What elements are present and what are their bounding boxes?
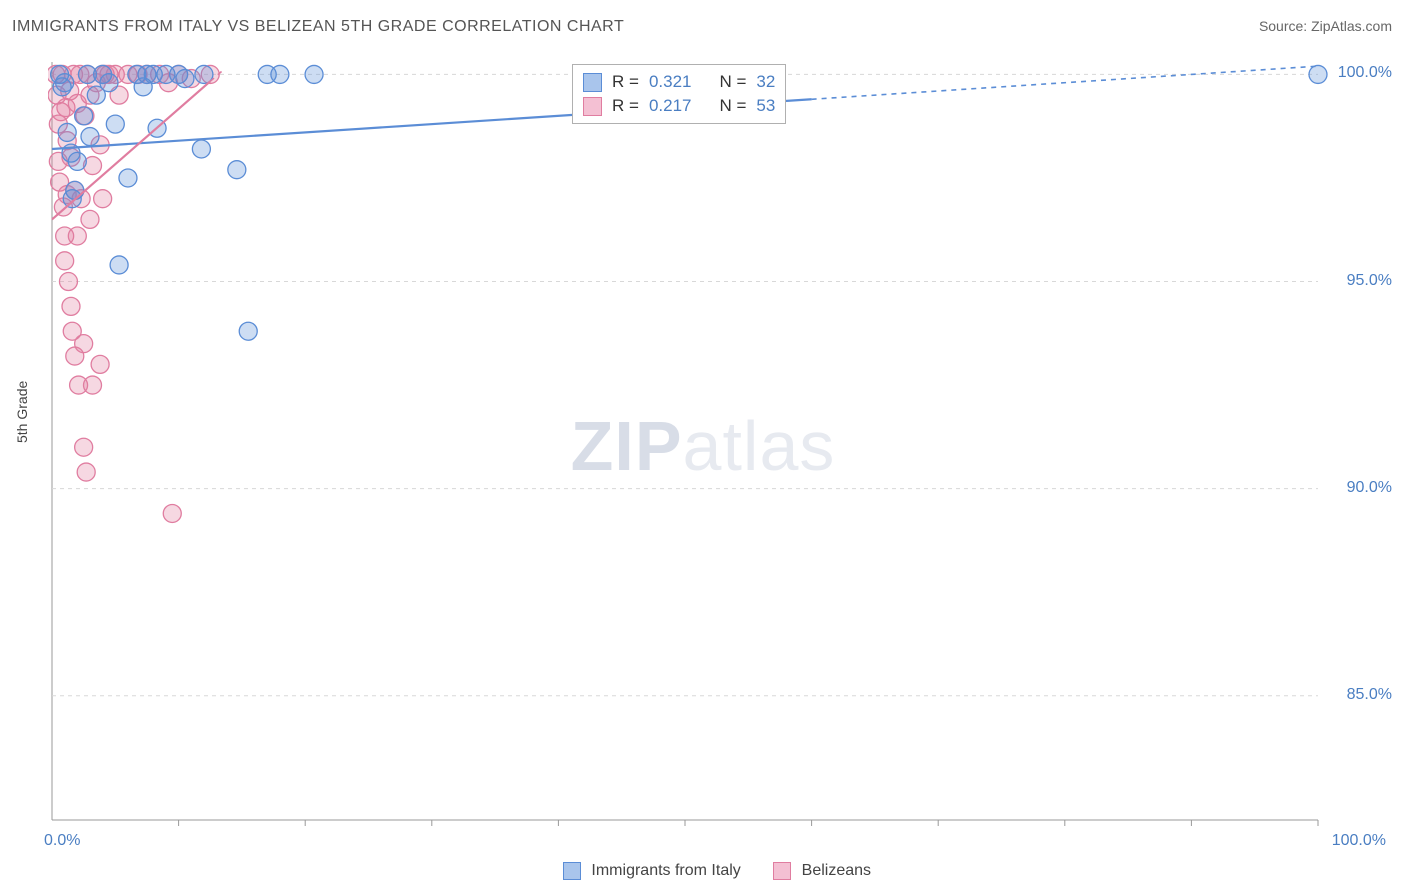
y-tick-label: 90.0% <box>1347 479 1392 497</box>
stats-row-italy: R = 0.321 N = 32 <box>583 70 775 94</box>
scatter-plot <box>48 58 1374 828</box>
y-axis-label: 5th Grade <box>14 381 30 443</box>
y-tick-label: 85.0% <box>1347 686 1392 704</box>
legend-label-italy: Immigrants from Italy <box>591 862 740 879</box>
source-link[interactable]: ZipAtlas.com <box>1311 18 1392 34</box>
stats-row-belizeans: R = 0.217 N = 53 <box>583 94 775 118</box>
stats-n-label: N = <box>719 70 746 94</box>
stats-n-italy: 32 <box>756 70 775 94</box>
chart-title: IMMIGRANTS FROM ITALY VS BELIZEAN 5TH GR… <box>12 18 624 36</box>
x-tick-min: 0.0% <box>44 832 80 850</box>
stats-r-italy: 0.321 <box>649 70 692 94</box>
stats-swatch-italy <box>583 73 602 92</box>
legend-label-belizeans: Belizeans <box>802 862 871 879</box>
stats-r-belizeans: 0.217 <box>649 94 692 118</box>
source-credit: Source: ZipAtlas.com <box>1259 18 1392 34</box>
y-tick-label: 95.0% <box>1347 272 1392 290</box>
source-prefix: Source: <box>1259 18 1311 34</box>
stats-n-label-2: N = <box>719 94 746 118</box>
x-tick-max: 100.0% <box>1332 832 1386 850</box>
series-legend: Immigrants from Italy Belizeans <box>0 862 1406 880</box>
stats-n-belizeans: 53 <box>756 94 775 118</box>
stats-swatch-belizeans <box>583 97 602 116</box>
y-tick-label: 100.0% <box>1338 64 1392 82</box>
legend-swatch-belizeans <box>773 862 791 880</box>
stats-r-label: R = <box>612 70 639 94</box>
legend-swatch-italy <box>563 862 581 880</box>
stats-legend: R = 0.321 N = 32 R = 0.217 N = 53 <box>572 64 786 124</box>
stats-r-label-2: R = <box>612 94 639 118</box>
